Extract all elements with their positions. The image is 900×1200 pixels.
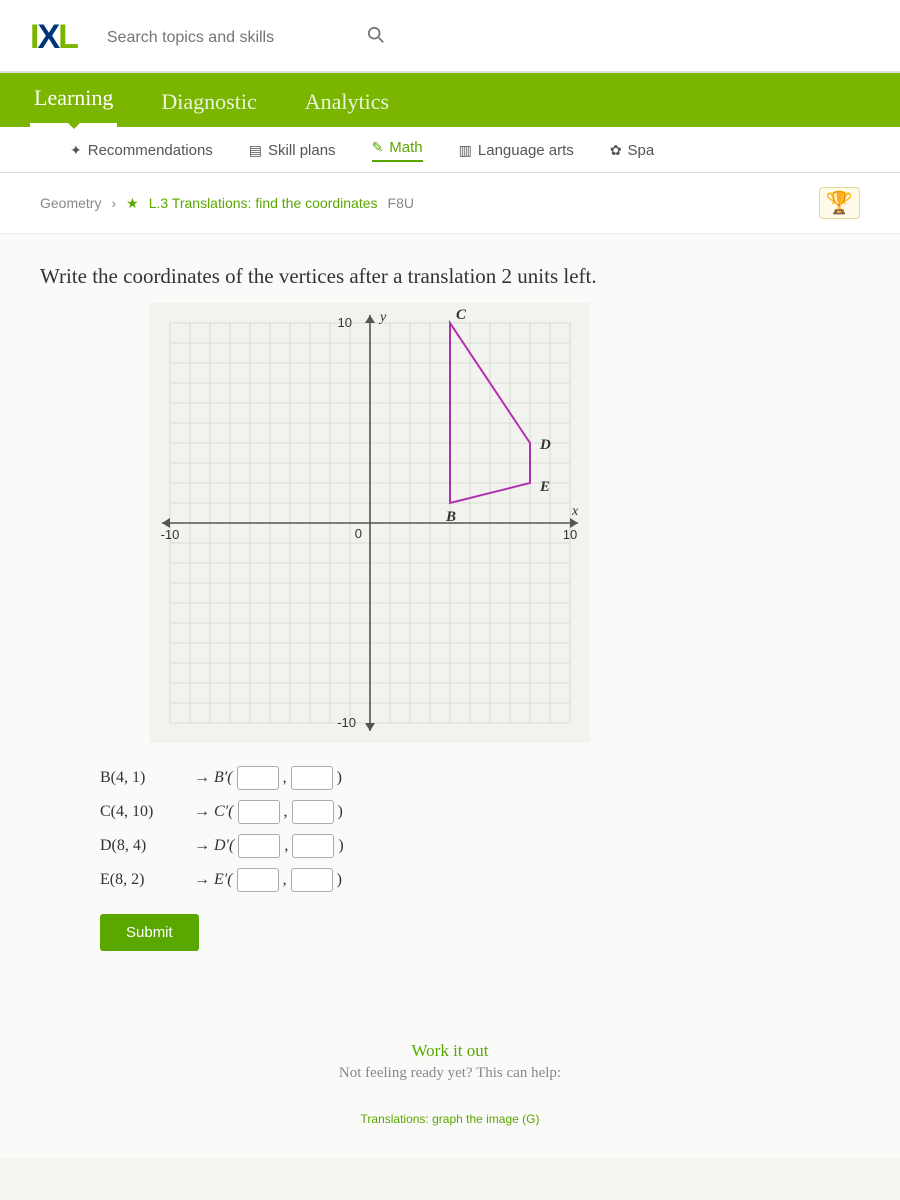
orig-coord: D(8, 4): [100, 837, 190, 855]
prime-label: E′(: [214, 871, 233, 889]
subject-label: Math: [389, 139, 422, 156]
x-input[interactable]: [237, 766, 279, 790]
subject-label: Recommendations: [88, 142, 213, 159]
comma: ,: [283, 871, 287, 889]
coordinate-graph: 0 10 -10 10 -10 x y B C D E: [150, 303, 860, 748]
arrow-icon: →: [194, 871, 210, 889]
list-icon: ▤: [249, 142, 262, 159]
svg-text:E: E: [539, 479, 550, 495]
x-input[interactable]: [238, 834, 280, 858]
nav-diagnostic[interactable]: Diagnostic: [157, 75, 260, 127]
comma: ,: [284, 803, 288, 821]
breadcrumb-code: F8U: [388, 195, 414, 211]
answer-row: C(4, 10)→ C′(,): [100, 800, 860, 824]
question-text: Write the coordinates of the vertices af…: [40, 264, 860, 289]
svg-text:-10: -10: [337, 715, 356, 730]
subject-label: Skill plans: [268, 142, 336, 159]
svg-text:-10: -10: [161, 527, 180, 542]
help-sub: Not feeling ready yet? This can help:: [40, 1065, 860, 1082]
sparkle-icon: ✦: [70, 142, 82, 159]
globe-icon: ✿: [610, 142, 622, 159]
content: Write the coordinates of the vertices af…: [0, 234, 900, 1158]
answer-list: B(4, 1)→ B′(,)C(4, 10)→ C′(,)D(8, 4)→ D′…: [100, 766, 860, 892]
logo[interactable]: IXL: [30, 18, 77, 57]
navbar: Learning Diagnostic Analytics: [0, 73, 900, 127]
comma: ,: [283, 769, 287, 787]
svg-text:10: 10: [338, 315, 352, 330]
svg-text:y: y: [378, 310, 387, 325]
help-section: Work it out Not feeling ready yet? This …: [40, 1041, 860, 1128]
search-icon[interactable]: [367, 26, 385, 49]
x-input[interactable]: [238, 800, 280, 824]
svg-text:0: 0: [355, 526, 362, 541]
nav-analytics[interactable]: Analytics: [301, 75, 393, 127]
comma: ,: [284, 837, 288, 855]
subject-skill-plans[interactable]: ▤ Skill plans: [249, 139, 336, 162]
prime-label: C′(: [214, 803, 234, 821]
help-title[interactable]: Work it out: [40, 1041, 860, 1061]
prime-label: B′(: [214, 769, 233, 787]
arrow-icon: →: [194, 769, 210, 787]
arrow-icon: →: [194, 837, 210, 855]
answer-row: D(8, 4)→ D′(,): [100, 834, 860, 858]
pencil-icon: ✎: [372, 139, 384, 156]
search-input[interactable]: [107, 29, 347, 47]
arrow-icon: →: [194, 803, 210, 821]
topbar: IXL: [0, 0, 900, 73]
nav-learning[interactable]: Learning: [30, 71, 117, 127]
search-wrap: [107, 26, 385, 49]
close-paren: ): [338, 803, 343, 821]
subject-recommendations[interactable]: ✦ Recommendations: [70, 139, 213, 162]
y-input[interactable]: [292, 834, 334, 858]
subject-label: Language arts: [478, 142, 574, 159]
subject-label: Spa: [628, 142, 655, 159]
svg-text:10: 10: [563, 527, 577, 542]
breadcrumb-subject[interactable]: Geometry: [40, 195, 101, 211]
y-input[interactable]: [291, 766, 333, 790]
answer-row: B(4, 1)→ B′(,): [100, 766, 860, 790]
svg-text:C: C: [456, 307, 467, 323]
answer-row: E(8, 2)→ E′(,): [100, 868, 860, 892]
breadcrumb-skill[interactable]: L.3 Translations: find the coordinates: [149, 195, 378, 211]
submit-button[interactable]: Submit: [100, 914, 199, 951]
chevron-icon: ›: [111, 195, 116, 211]
star-icon: ★: [126, 195, 139, 212]
subject-language-arts[interactable]: ▥ Language arts: [459, 139, 574, 162]
prime-label: D′(: [214, 837, 234, 855]
breadcrumb: Geometry › ★ L.3 Translations: find the …: [0, 173, 900, 234]
close-paren: ): [337, 871, 342, 889]
y-input[interactable]: [292, 800, 334, 824]
close-paren: ): [338, 837, 343, 855]
orig-coord: B(4, 1): [100, 769, 190, 787]
y-input[interactable]: [291, 868, 333, 892]
svg-text:D: D: [539, 437, 551, 453]
orig-coord: E(8, 2): [100, 871, 190, 889]
help-link[interactable]: Translations: graph the image (G): [361, 1112, 540, 1126]
svg-text:B: B: [445, 509, 456, 525]
trophy-icon[interactable]: 🏆: [819, 187, 860, 219]
book-icon: ▥: [459, 142, 472, 159]
x-input[interactable]: [237, 868, 279, 892]
subject-math[interactable]: ✎ Math: [372, 139, 423, 162]
subjects-bar: ✦ Recommendations ▤ Skill plans ✎ Math ▥…: [0, 127, 900, 173]
close-paren: ): [337, 769, 342, 787]
subject-spanish[interactable]: ✿ Spa: [610, 139, 654, 162]
svg-text:x: x: [571, 504, 579, 519]
orig-coord: C(4, 10): [100, 803, 190, 821]
